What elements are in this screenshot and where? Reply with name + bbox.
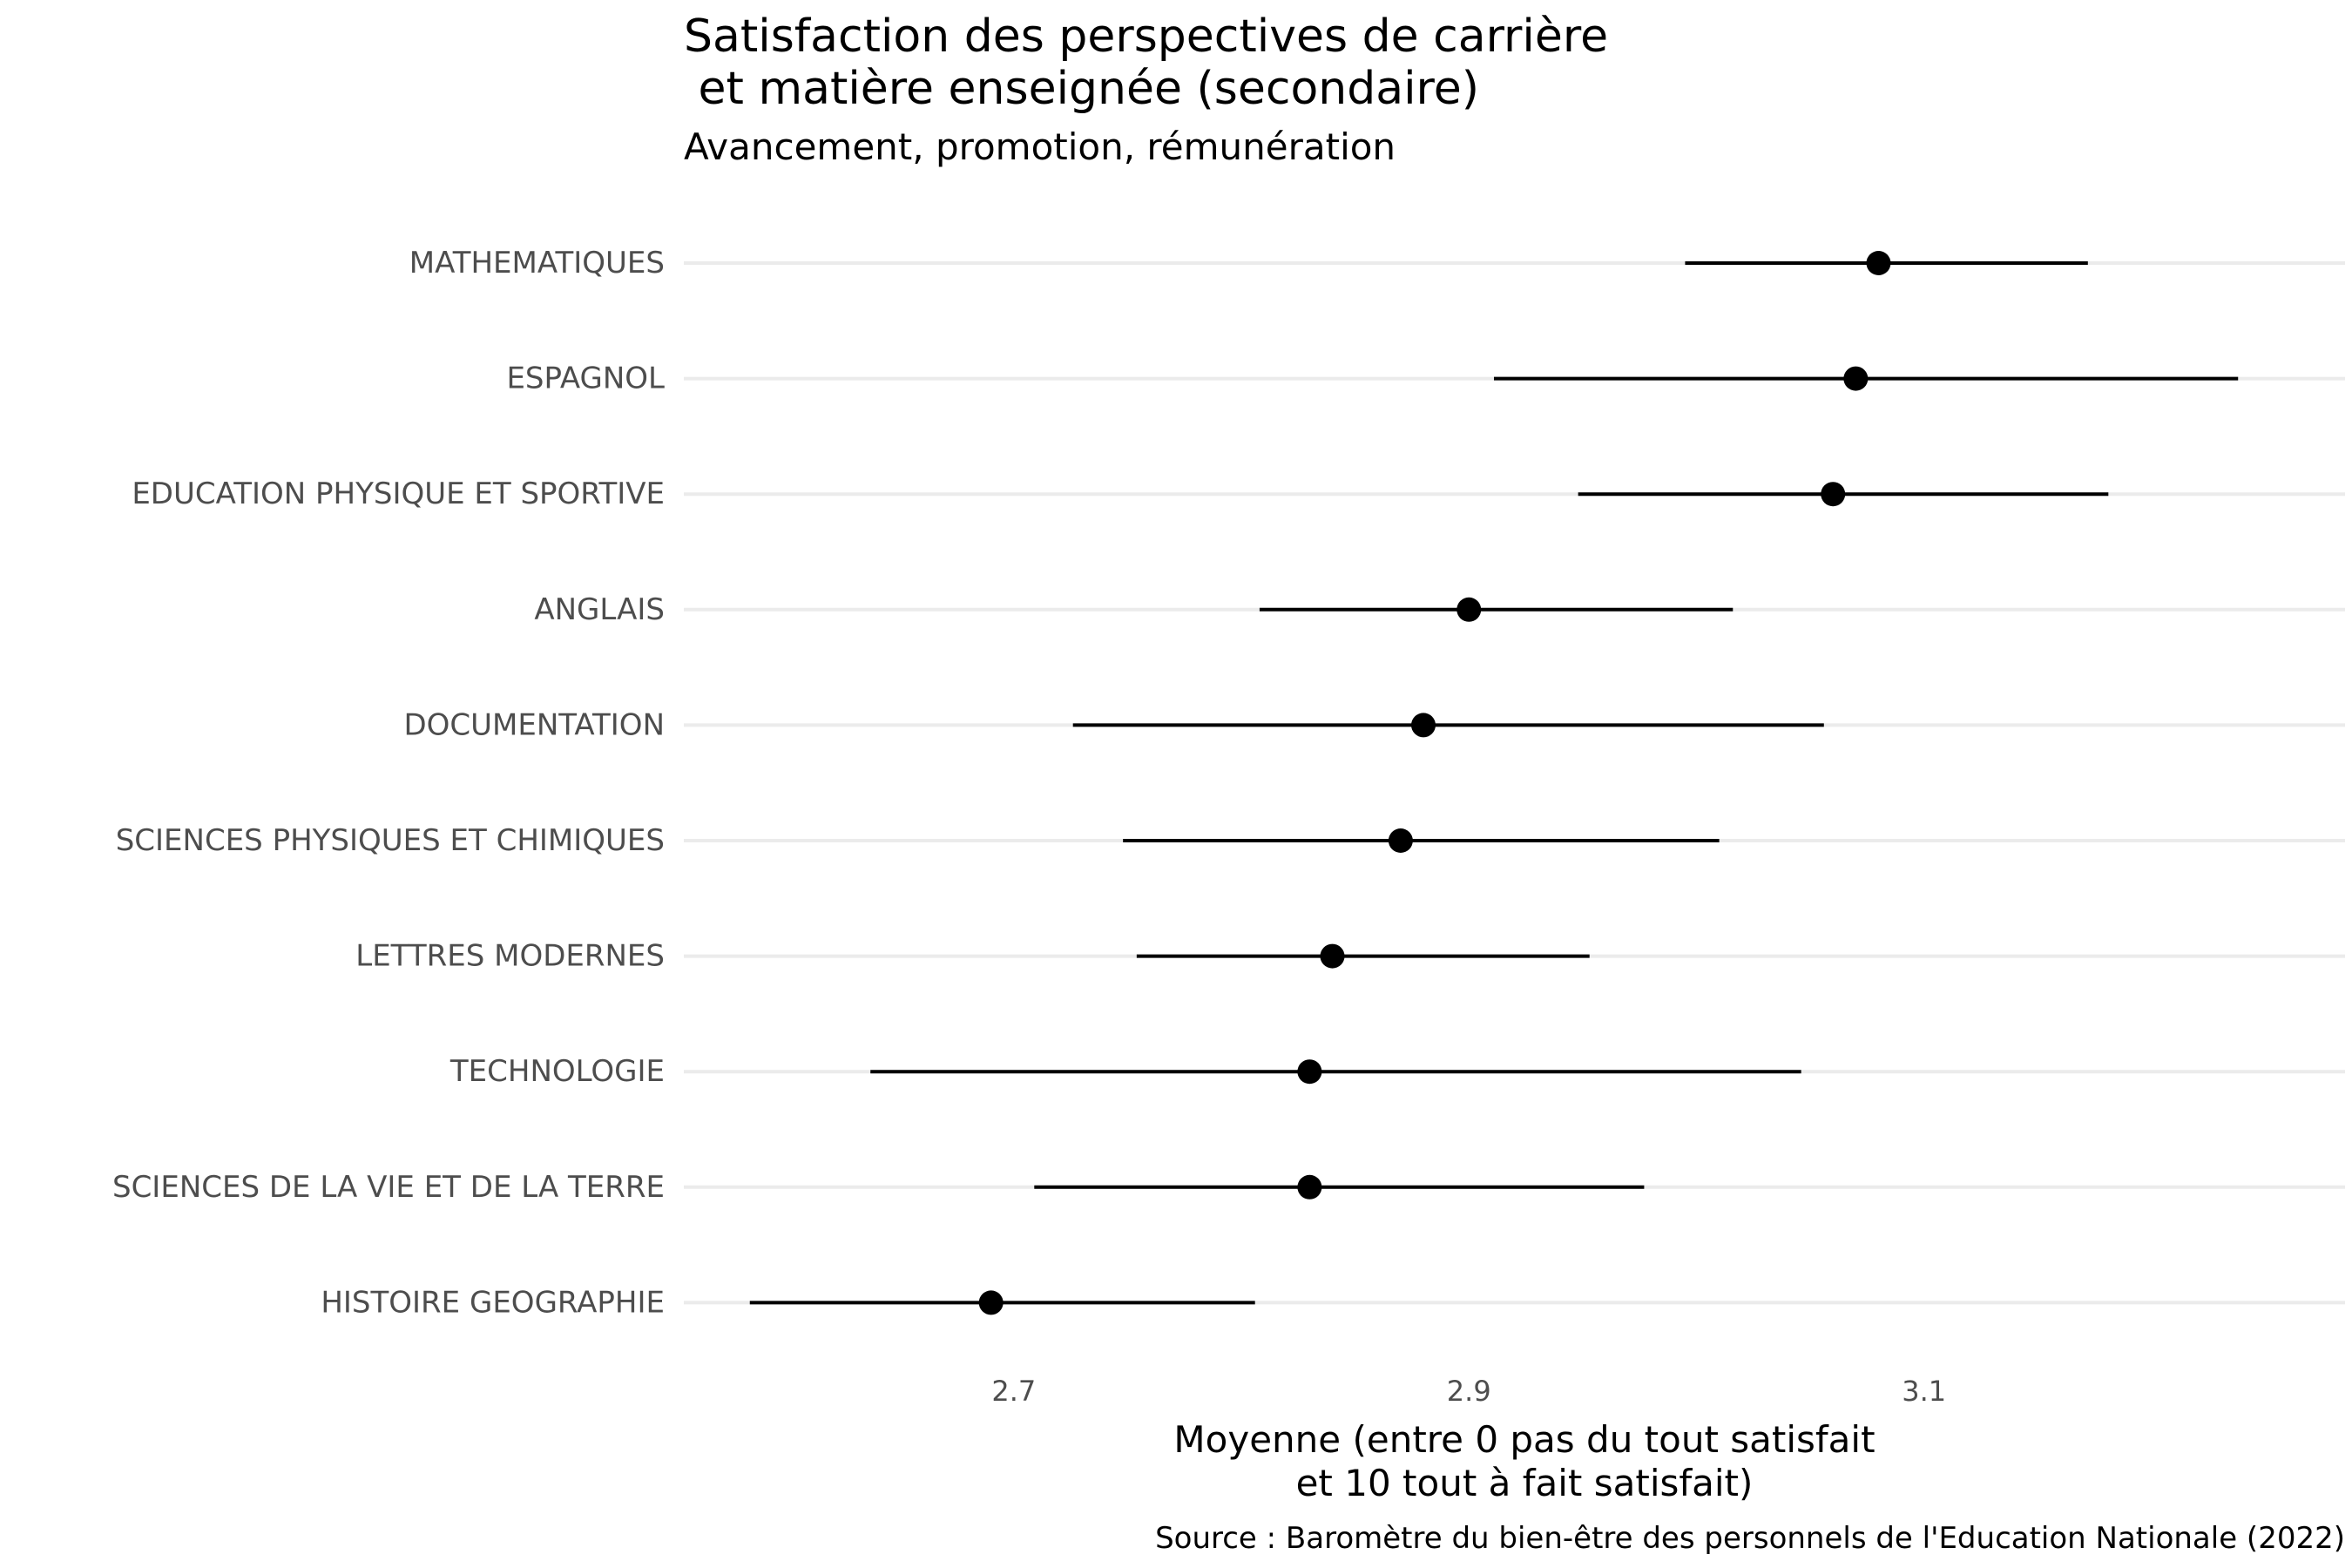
x-tick-label: 2.7 — [991, 1375, 1036, 1408]
mean-point — [1297, 1174, 1322, 1200]
mean-point — [1866, 251, 1891, 275]
y-tick-label: HISTOIRE GEOGRAPHIE — [321, 1285, 665, 1320]
mean-point — [1320, 943, 1345, 969]
mean-point — [1843, 366, 1869, 391]
y-tick-label: EDUCATION PHYSIQUE ET SPORTIVE — [132, 476, 665, 511]
mean-point — [978, 1290, 1004, 1315]
y-tick-label: ESPAGNOL — [506, 362, 665, 396]
y-tick-label: ANGLAIS — [534, 592, 665, 627]
mean-point — [1821, 482, 1846, 507]
mean-point — [1297, 1059, 1322, 1085]
y-tick-label: LETTRES MODERNES — [355, 939, 665, 974]
x-axis-title: Moyenne (entre 0 pas du tout satisfait e… — [1173, 1418, 1876, 1504]
mean-point — [1456, 597, 1482, 622]
y-tick-label: MATHEMATIQUES — [409, 246, 665, 280]
mean-point — [1388, 828, 1413, 853]
y-tick-label: SCIENCES PHYSIQUES ET CHIMIQUES — [116, 823, 665, 858]
x-tick-label: 2.9 — [1447, 1375, 1491, 1408]
chart-caption: Source : Baromètre du bien-être des pers… — [1155, 1521, 2345, 1556]
x-tick-label: 3.1 — [1902, 1375, 1946, 1408]
chart-title: Satisfaction des perspectives de carrièr… — [684, 10, 1609, 115]
mean-point — [1411, 713, 1436, 738]
y-tick-label: SCIENCES DE LA VIE ET DE LA TERRE — [112, 1170, 665, 1205]
chart-subtitle: Avancement, promotion, rémunération — [684, 125, 1396, 168]
y-tick-label: TECHNOLOGIE — [449, 1054, 665, 1089]
y-tick-label: DOCUMENTATION — [403, 707, 665, 742]
